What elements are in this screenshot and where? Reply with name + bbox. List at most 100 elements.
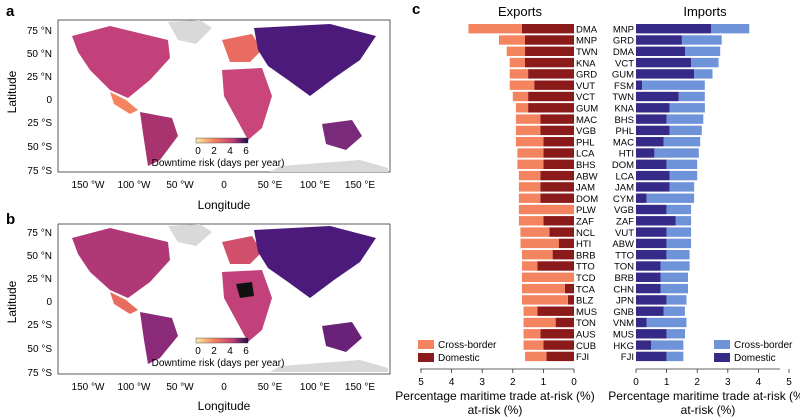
lat-tick: 25 °N (27, 72, 52, 83)
export-bar-cross-border (522, 283, 565, 294)
import-category-label: BHS (614, 115, 634, 126)
import-category-label: CYM (613, 194, 634, 205)
export-bar-cross-border (522, 250, 553, 260)
export-bar-domestic (522, 24, 574, 34)
imports-xlabel-unit: at-risk (%) (681, 403, 736, 417)
import-bar-cross-border (666, 295, 687, 305)
export-bar-cross-border (520, 238, 559, 249)
export-category-label: DOM (576, 194, 598, 205)
export-bar-domestic (567, 295, 574, 305)
export-bar-cross-border (523, 329, 541, 339)
import-bar-cross-border (666, 204, 692, 215)
legend-swatch-domestic (418, 353, 434, 362)
central-america-shape (110, 92, 138, 114)
export-category-label: TWN (576, 47, 598, 58)
panel-a-colorbar: 0 2 4 6 Downtime risk (days per year) (152, 137, 284, 169)
export-category-label: AUS (576, 330, 596, 341)
import-bar-domestic (636, 35, 682, 45)
import-bar-cross-border (666, 238, 692, 249)
asia-shape (254, 24, 376, 96)
export-category-label: NCL (576, 228, 595, 239)
panel-a-lat-ticks: 75 °N 50 °N 25 °N 0 25 °S 50 °S 75 °S (27, 26, 53, 177)
import-bar-domestic (636, 317, 647, 328)
export-category-label: MAC (576, 115, 597, 126)
import-category-label: TON (614, 262, 634, 273)
import-category-label: FSM (614, 81, 634, 92)
export-bar-cross-border (522, 261, 538, 271)
lon-tick: 150 °W (72, 180, 105, 191)
import-category-label: JAM (615, 183, 634, 194)
import-bar-domestic (636, 91, 679, 102)
lat-tick: 50 °S (27, 142, 52, 153)
import-bar-domestic (636, 148, 655, 158)
import-bar-domestic (636, 114, 667, 124)
export-bar-domestic (528, 91, 574, 102)
panel-b-xlabel: Longitude (198, 399, 251, 413)
import-bar-domestic (636, 340, 652, 350)
lon-tick: 100 °W (118, 180, 151, 191)
export-bar-domestic (540, 170, 574, 181)
import-bar-cross-border (666, 159, 698, 169)
import-bar-domestic (636, 329, 667, 339)
import-bar-cross-border (666, 227, 692, 237)
import-bar-cross-border (669, 125, 702, 136)
export-category-label: ZAF (576, 217, 594, 228)
lon-tick: 50 °E (258, 180, 283, 191)
export-bar-domestic (537, 261, 574, 271)
lat-tick: 25 °S (27, 118, 52, 129)
import-category-label: VNM (613, 318, 634, 329)
import-bar-cross-border (660, 283, 688, 294)
export-bar-cross-border (523, 306, 538, 316)
export-bar-domestic (549, 227, 574, 237)
export-bar-cross-border (517, 148, 544, 158)
lat-tick: 0 (46, 95, 52, 106)
panel-c-letter: c (412, 1, 420, 18)
panel-c-bars: DMAMNPTWNKNAGRDVUTVCTGUMMACVGBPHLLCABHSA… (468, 24, 750, 363)
import-category-label: VCT (615, 58, 634, 69)
export-category-label: VCT (576, 92, 595, 103)
export-category-label: MNP (576, 36, 597, 47)
panel-a-ylabel: Latitude (5, 70, 19, 113)
legend-label-domestic: Domestic (438, 353, 480, 364)
import-bar-domestic (636, 204, 667, 215)
import-category-label: GNB (613, 307, 634, 318)
north-america-shape (72, 228, 170, 298)
import-category-label: BRB (614, 273, 634, 284)
export-category-label: KNA (576, 58, 596, 69)
export-bar-cross-border (517, 159, 544, 169)
import-category-label: CHN (613, 284, 634, 295)
import-bar-cross-border (654, 148, 699, 158)
panel-b-colorbar: 0 2 4 6 Downtime risk (days per year) (152, 337, 284, 369)
lat-tick: 75 °S (27, 166, 52, 177)
panel-a-letter: a (6, 3, 15, 20)
export-category-label: ABW (576, 171, 598, 182)
export-bar-domestic (552, 250, 574, 260)
export-bar-cross-border (518, 182, 541, 192)
colorbar-tick: 6 (243, 346, 249, 357)
import-bar-cross-border (666, 351, 684, 362)
export-bar-cross-border (499, 35, 525, 45)
lat-tick: 25 °N (27, 274, 52, 285)
export-category-label: TTO (576, 262, 595, 273)
import-bar-domestic (636, 283, 661, 294)
panel-a-xlabel: Longitude (198, 198, 251, 212)
africa-shape (222, 68, 272, 140)
panel-c: c Exports Imports DMAMNPTWNKNAGRDVUTVCTG… (395, 1, 800, 417)
export-bar-domestic (540, 329, 574, 339)
export-bar-domestic (525, 35, 574, 45)
import-bar-domestic (636, 69, 695, 79)
import-bar-domestic (636, 46, 685, 56)
import-bar-cross-border (669, 182, 695, 192)
export-category-label: PLW (576, 205, 596, 216)
import-category-label: DOM (612, 160, 634, 171)
import-category-label: VUT (615, 228, 634, 239)
colorbar-tick: 2 (211, 346, 217, 357)
export-bar-domestic (564, 283, 574, 294)
export-category-label: GUM (576, 104, 598, 115)
export-bar-cross-border (520, 227, 550, 237)
antarctica-shape (270, 360, 388, 372)
colorbar-tick: 2 (211, 146, 217, 157)
import-bar-domestic (636, 57, 692, 68)
import-category-label: MAC (613, 137, 634, 148)
legend-swatch-cross-border (714, 340, 730, 349)
